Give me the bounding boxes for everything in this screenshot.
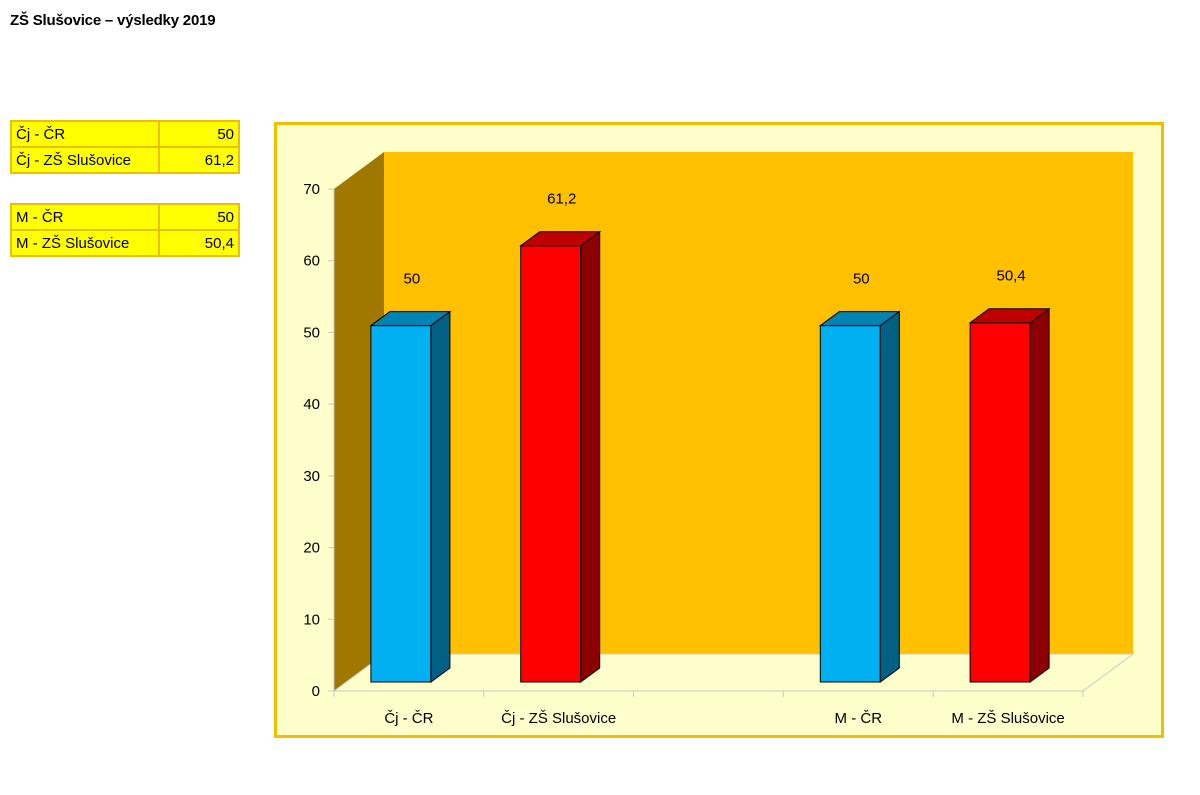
y-tick-label: 40 xyxy=(303,396,320,413)
data-label: 50 xyxy=(853,271,870,288)
y-tick-label: 30 xyxy=(303,468,320,485)
x-tick-label: M - ZŠ Slušovice xyxy=(951,710,1064,727)
row-value: 50,4 xyxy=(158,229,240,257)
table-row: M - ZŠ Slušovice 50,4 xyxy=(10,229,240,257)
x-tick-label: Čj - ZŠ Slušovice xyxy=(501,710,616,727)
row-label: Čj - ČR xyxy=(10,120,160,148)
y-tick-label: 60 xyxy=(303,253,320,270)
row-label: Čj - ZŠ Slušovice xyxy=(10,146,160,174)
table-row: M - ČR 50 xyxy=(10,203,240,231)
table-row: Čj - ČR 50 xyxy=(10,120,240,148)
bar xyxy=(520,245,582,683)
results-table-cj: Čj - ČR 50 Čj - ZŠ Slušovice 61,2 xyxy=(10,120,240,174)
results-table-m: M - ČR 50 M - ZŠ Slušovice 50,4 xyxy=(10,203,240,257)
bar-top xyxy=(519,231,602,247)
table-row: Čj - ZŠ Slušovice 61,2 xyxy=(10,146,240,174)
bar xyxy=(819,325,881,683)
data-label: 50 xyxy=(404,271,421,288)
bar-top xyxy=(968,308,1051,324)
y-tick-label: 70 xyxy=(303,181,320,198)
row-value: 50 xyxy=(158,120,240,148)
y-tick-label: 50 xyxy=(303,324,320,341)
y-tick-label: 10 xyxy=(303,611,320,628)
bar xyxy=(969,322,1031,683)
bar-side xyxy=(580,230,601,683)
bar xyxy=(370,325,432,683)
data-label: 61,2 xyxy=(547,191,576,208)
chart-canvas: 0 10 20 30 40 50 60 70 Čj - ČR 50 Čj - ZŠ Slušovic… xyxy=(303,152,1135,727)
bar-top xyxy=(369,311,452,327)
bar-chart: 0 10 20 30 40 50 60 70 Čj - ČR 50 Čj - ZŠ Slušovic… xyxy=(274,122,1164,738)
data-label: 50,4 xyxy=(996,268,1025,285)
x-tick-label: M - ČR xyxy=(835,710,883,727)
y-tick-label: 20 xyxy=(303,540,320,557)
row-value: 61,2 xyxy=(158,146,240,174)
bar-side xyxy=(879,310,900,683)
row-label: M - ZŠ Slušovice xyxy=(10,229,160,257)
y-tick-label: 0 xyxy=(312,683,320,700)
bar-side xyxy=(1029,307,1050,683)
bar-top xyxy=(818,311,901,327)
x-tick-label: Čj - ČR xyxy=(384,710,433,727)
row-value: 50 xyxy=(158,203,240,231)
bar-side xyxy=(430,310,451,683)
row-label: M - ČR xyxy=(10,203,160,231)
page-title: ZŠ Slušovice – výsledky 2019 xyxy=(10,12,216,29)
